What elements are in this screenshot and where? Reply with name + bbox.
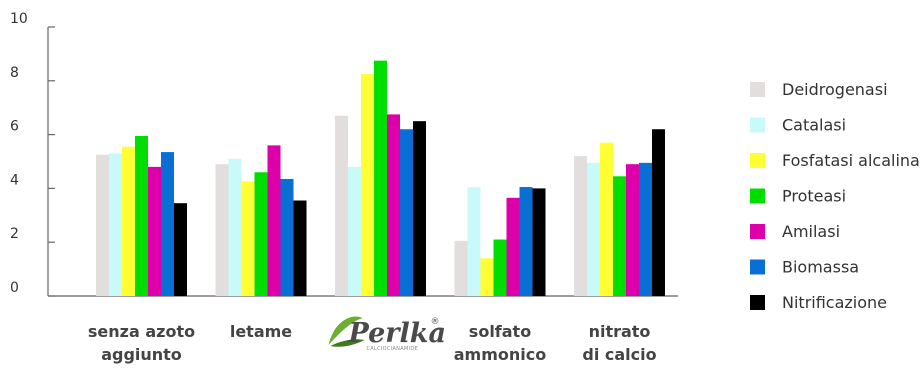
category-label: ammonico (454, 345, 546, 364)
bar-deidrogenasi-1 (215, 164, 229, 296)
legend-label: Catalasi (782, 116, 846, 135)
logo-wordmark: Perlka (348, 318, 446, 349)
bar-amilasi-3 (506, 197, 520, 296)
logo-registered-mark: ® (431, 317, 440, 327)
legend-swatch (750, 295, 765, 310)
legend-item: Biomassa (750, 258, 859, 277)
bar-fosfatasi-alcalina-0 (122, 146, 135, 296)
category-label: letame (230, 322, 292, 341)
bar-catalasi-4 (587, 162, 600, 296)
logo-leaf-icon (328, 316, 363, 345)
bar-biomassa-1 (280, 178, 294, 296)
bar-biomassa-3 (519, 187, 533, 296)
bar-catalasi-3 (467, 187, 481, 296)
legend-item: Catalasi (750, 116, 846, 135)
logo-subtitle: CALCIOCIANAMIDE (367, 346, 418, 352)
bar-amilasi-2 (387, 114, 400, 296)
bar-proteasi-0 (135, 135, 148, 296)
bar-catalasi-2 (348, 166, 361, 296)
bar-proteasi-1 (254, 172, 268, 296)
category-label: nitrato (589, 322, 651, 341)
legend-item: Amilasi (750, 222, 840, 241)
category-label: aggiunto (101, 345, 182, 364)
legend-swatch (750, 153, 765, 168)
legend-swatch (750, 82, 765, 97)
bar-amilasi-0 (148, 166, 161, 296)
bar-nitrificazione-2 (413, 121, 426, 297)
legend-swatch (750, 224, 765, 239)
legend-item: Proteasi (750, 187, 846, 206)
category-label: senza azoto (88, 322, 195, 341)
bar-amilasi-4 (626, 164, 639, 296)
y-tick-label: 2 (10, 226, 19, 242)
legend-label: Fosfatasi alcalina (782, 151, 920, 170)
bar-deidrogenasi-4 (574, 156, 587, 296)
legend-item: Nitrificazione (750, 293, 887, 312)
bars (96, 60, 665, 297)
bar-proteasi-2 (374, 60, 387, 296)
logo-field-icon (330, 339, 365, 347)
legend-label: Nitrificazione (782, 293, 887, 312)
bar-deidrogenasi-0 (96, 154, 109, 296)
legend-label: Proteasi (782, 187, 846, 206)
bar-biomassa-2 (400, 129, 413, 296)
legend-label: Amilasi (782, 222, 840, 241)
legend-swatch (750, 188, 765, 204)
bar-fosfatasi-alcalina-3 (480, 258, 494, 296)
perlka-logo: Perlka® CALCIOCIANAMIDE (328, 316, 446, 352)
bar-biomassa-0 (161, 152, 174, 296)
bar-nitrificazione-1 (293, 200, 307, 296)
legend-item: Deidrogenasi (750, 80, 888, 99)
bar-proteasi-4 (613, 176, 626, 296)
y-tick-label: 8 (10, 65, 19, 81)
bar-deidrogenasi-2 (335, 115, 348, 297)
y-ticks: 0 2 4 6 8 10 (10, 11, 55, 297)
legend-swatch (750, 117, 765, 133)
legend-swatch (750, 259, 765, 275)
category-labels: senza azoto aggiunto letame Perlka® CALCIOCI… (88, 316, 657, 364)
bar-catalasi-1 (228, 158, 242, 296)
bar-biomassa-4 (639, 162, 652, 296)
category-label: di calcio (582, 345, 656, 364)
y-tick-label: 10 (10, 11, 28, 27)
bar-fosfatasi-alcalina-2 (361, 74, 374, 296)
y-tick-label: 4 (10, 172, 19, 188)
bar-fosfatasi-alcalina-1 (241, 181, 255, 296)
y-tick-label: 0 (10, 280, 19, 296)
legend: Deidrogenasi Catalasi Fosfatasi alcalina Pr… (750, 80, 920, 312)
bar-fosfatasi-alcalina-4 (600, 142, 613, 296)
category-label: solfato (469, 322, 531, 341)
y-tick-label: 6 (10, 119, 19, 135)
bar-deidrogenasi-3 (454, 240, 468, 296)
bar-catalasi-0 (109, 153, 122, 296)
legend-item: Fosfatasi alcalina (750, 151, 920, 170)
bar-nitrificazione-0 (174, 203, 187, 296)
bar-nitrificazione-3 (532, 188, 546, 296)
legend-label: Biomassa (782, 258, 859, 277)
bar-amilasi-1 (267, 145, 281, 296)
legend-label: Deidrogenasi (782, 80, 888, 99)
bar-proteasi-3 (493, 239, 507, 296)
bar-nitrificazione-4 (652, 129, 665, 296)
